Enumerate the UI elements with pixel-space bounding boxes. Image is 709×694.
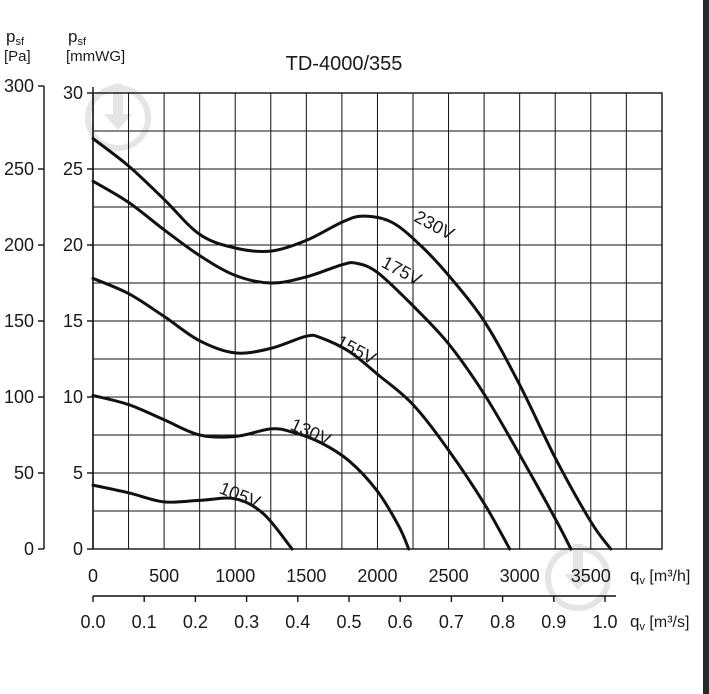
m3h-tick-label: 3500 bbox=[571, 566, 611, 586]
m3s-tick-label: 1.0 bbox=[592, 612, 617, 632]
m3s-tick-label: 0.9 bbox=[541, 612, 566, 632]
mmwg-tick-label: 15 bbox=[63, 311, 83, 331]
curve-155v bbox=[91, 276, 512, 551]
mmwg-tick-label: 10 bbox=[63, 387, 83, 407]
mmwg-tick-label: 0 bbox=[73, 539, 83, 559]
mmwg-tick-label: 25 bbox=[63, 159, 83, 179]
series-label-105v: 105V bbox=[217, 478, 263, 512]
pa-tick-label: 200 bbox=[4, 235, 34, 255]
pa-axis-label: psf bbox=[6, 27, 25, 48]
m3h-tick-label: 1500 bbox=[286, 566, 326, 586]
pa-tick-label: 100 bbox=[4, 387, 34, 407]
m3h-tick-label: 3000 bbox=[500, 566, 540, 586]
mmwg-tick-label: 5 bbox=[73, 463, 83, 483]
grid bbox=[92, 92, 663, 550]
series-label-155v: 155V bbox=[333, 331, 380, 368]
pa-tick-label: 300 bbox=[4, 76, 34, 96]
mmwg-axis-label-unit: [mmWG] bbox=[66, 48, 125, 65]
curve-230v bbox=[91, 137, 613, 551]
m3s-tick-label: 0.0 bbox=[80, 612, 105, 632]
pa-tick-label: 150 bbox=[4, 311, 34, 331]
chart-title: TD-4000/355 bbox=[286, 53, 403, 75]
window-edge bbox=[703, 0, 709, 694]
m3h-tick-label: 0 bbox=[88, 566, 98, 586]
m3s-tick-label: 0.6 bbox=[388, 612, 413, 632]
watermark-icon bbox=[85, 84, 151, 151]
mmwg-axis-label: psf bbox=[68, 27, 87, 48]
m3h-tick-label: 1000 bbox=[215, 566, 255, 586]
watermark-icon bbox=[545, 544, 611, 611]
series-label-130v: 130V bbox=[288, 414, 335, 449]
series-label-175v: 175V bbox=[378, 252, 425, 289]
m3s-tick-label: 0.7 bbox=[439, 612, 464, 632]
m3h-tick-label: 2000 bbox=[357, 566, 397, 586]
m3s-tick-label: 0.4 bbox=[285, 612, 310, 632]
watermarks bbox=[85, 84, 611, 611]
m3h-tick-label: 2500 bbox=[429, 566, 469, 586]
m3s-tick-label: 0.1 bbox=[132, 612, 157, 632]
pa-tick-label: 250 bbox=[4, 159, 34, 179]
mmwg-tick-label: 30 bbox=[63, 83, 83, 103]
m3s-tick-label: 0.2 bbox=[183, 612, 208, 632]
pa-axis-label-unit: [Pa] bbox=[4, 48, 31, 65]
pa-tick-label: 0 bbox=[24, 539, 34, 559]
curve-105v bbox=[91, 483, 294, 551]
axes: 050100150200250300051015202530psf[Pa]psf… bbox=[4, 27, 690, 633]
m3s-tick-label: 0.8 bbox=[490, 612, 515, 632]
curves bbox=[91, 137, 613, 551]
mmwg-tick-label: 20 bbox=[63, 235, 83, 255]
m3h-axis-label: qv [m³/h] bbox=[630, 566, 690, 587]
pa-tick-label: 50 bbox=[14, 463, 34, 483]
series-label-230v: 230V bbox=[411, 207, 458, 244]
m3s-tick-label: 0.5 bbox=[336, 612, 361, 632]
m3s-tick-label: 0.3 bbox=[234, 612, 259, 632]
m3h-tick-label: 500 bbox=[149, 566, 179, 586]
curve-130v bbox=[91, 394, 411, 551]
m3s-axis-label: qv [m³/s] bbox=[630, 612, 689, 633]
curve-175v bbox=[91, 179, 573, 551]
